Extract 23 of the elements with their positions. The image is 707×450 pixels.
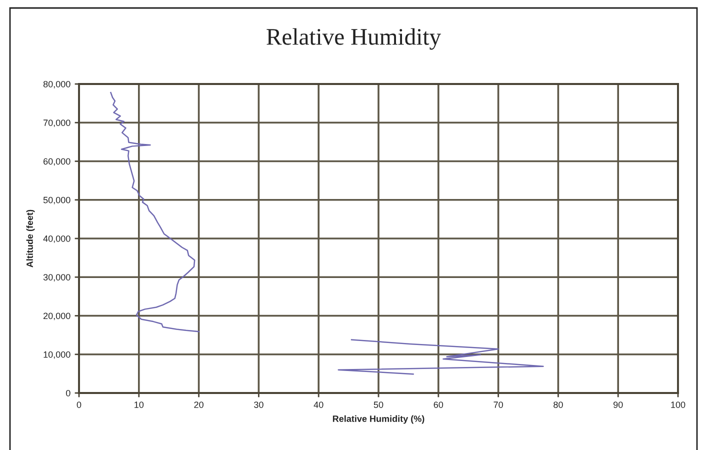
y-tick-label: 20,000 [44,312,70,320]
y-tick-label: 50,000 [43,196,70,204]
y-axis-title: Altitude (feet) [26,210,35,268]
x-tick-label: 80 [554,402,563,408]
x-tick-label: 70 [494,402,503,408]
y-tick-label: 40,000 [43,235,70,243]
x-tick-label: 20 [194,402,204,408]
x-tick-label: 0 [76,402,82,408]
x-tick-label: 50 [374,402,384,408]
y-tick-label: 60,000 [44,158,70,166]
x-tick-label: 40 [314,402,324,408]
x-tick-label: 60 [434,402,444,408]
y-tick-label: 80,000 [43,80,70,88]
y-tick-label: 10,000 [44,351,70,359]
x-axis-title: Relative Humidity (%) [332,415,424,424]
y-tick-label: 30,000 [43,274,70,282]
x-tick-label: 10 [134,402,144,408]
y-tick-label: 0 [66,390,70,396]
chart-title: Relative Humidity [266,28,441,50]
x-tick-label: 30 [254,402,264,408]
x-tick-label: 100 [671,402,686,408]
y-tick-label: 70,000 [44,120,70,128]
x-tick-label: 90 [614,402,623,408]
